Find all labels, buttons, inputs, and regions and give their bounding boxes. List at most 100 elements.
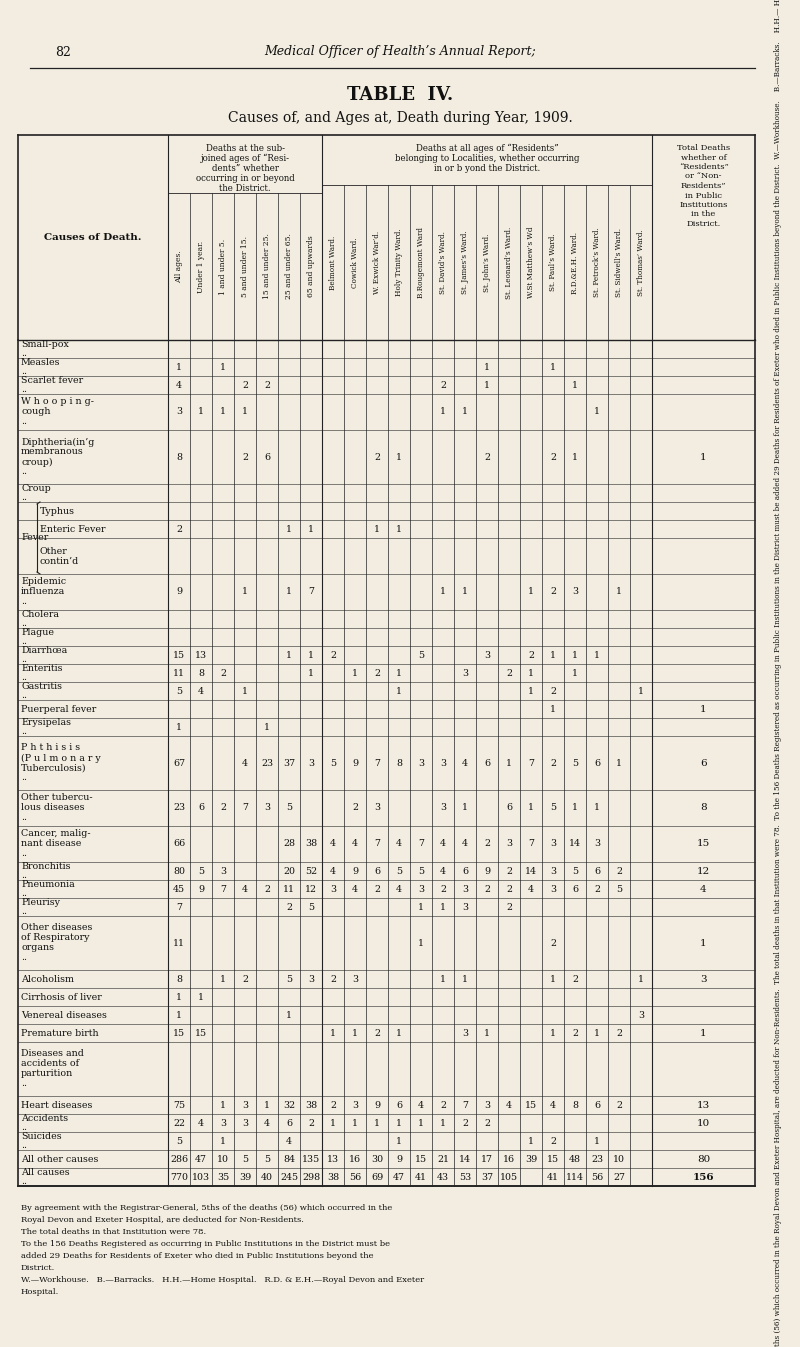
Text: 5: 5 [572, 758, 578, 768]
Text: ..: .. [21, 674, 27, 682]
Text: ..: .. [21, 889, 27, 898]
Text: B.Rougemont Ward: B.Rougemont Ward [417, 228, 425, 298]
Text: ..: .. [21, 493, 27, 502]
Text: 3: 3 [352, 1100, 358, 1110]
Text: 2: 2 [528, 651, 534, 660]
Text: 1: 1 [396, 1029, 402, 1037]
Text: 1: 1 [286, 524, 292, 533]
Text: 1: 1 [352, 668, 358, 678]
Text: 7: 7 [242, 804, 248, 812]
Text: Cirrhosis of liver: Cirrhosis of liver [21, 993, 102, 1002]
Text: 2: 2 [176, 524, 182, 533]
Text: Venereal diseases: Venereal diseases [21, 1010, 107, 1020]
Text: 6: 6 [506, 804, 512, 812]
Text: 2: 2 [550, 939, 556, 947]
Text: 1: 1 [352, 1029, 358, 1037]
Text: 4: 4 [176, 380, 182, 389]
Text: 4: 4 [264, 1118, 270, 1127]
Text: 5: 5 [418, 651, 424, 660]
Text: 5: 5 [572, 866, 578, 876]
Text: 2: 2 [330, 1100, 336, 1110]
Text: ..: .. [21, 1079, 27, 1088]
Text: 1: 1 [528, 587, 534, 597]
Text: Suicides: Suicides [21, 1131, 62, 1141]
Text: 2: 2 [462, 1118, 468, 1127]
Text: 65 and upwards: 65 and upwards [307, 236, 315, 298]
Text: 7: 7 [374, 758, 380, 768]
Text: 4: 4 [286, 1137, 292, 1145]
Text: 1: 1 [286, 587, 292, 597]
Text: 1: 1 [700, 704, 707, 714]
Text: 1: 1 [220, 1100, 226, 1110]
Text: ..: .. [21, 1141, 27, 1150]
Text: Other tubercu-: Other tubercu- [21, 793, 93, 803]
Text: Gastritis: Gastritis [21, 682, 62, 691]
Text: 1: 1 [264, 1100, 270, 1110]
Text: 6: 6 [462, 866, 468, 876]
Text: 40: 40 [261, 1172, 273, 1181]
Text: 38: 38 [305, 839, 317, 849]
Text: 1: 1 [550, 974, 556, 983]
Text: 12: 12 [697, 866, 710, 876]
Text: District.: District. [686, 220, 721, 228]
Text: 3: 3 [484, 1100, 490, 1110]
Text: Belmont Ward.: Belmont Ward. [329, 236, 337, 290]
Text: 6: 6 [572, 885, 578, 893]
Text: 1: 1 [242, 587, 248, 597]
Text: belonging to Localities, whether occurring: belonging to Localities, whether occurri… [394, 154, 579, 163]
Text: accidents of: accidents of [21, 1060, 79, 1068]
Text: W h o o p i n g-: W h o o p i n g- [21, 397, 94, 407]
Text: 8: 8 [396, 758, 402, 768]
Text: 4: 4 [440, 866, 446, 876]
Text: Institutions: Institutions [679, 201, 728, 209]
Text: St. John’s Ward.: St. John’s Ward. [483, 233, 491, 292]
Text: 3: 3 [462, 668, 468, 678]
Text: 6: 6 [374, 866, 380, 876]
Text: 1: 1 [550, 1029, 556, 1037]
Text: 6: 6 [594, 1100, 600, 1110]
Text: 6: 6 [594, 758, 600, 768]
Text: 7: 7 [528, 839, 534, 849]
Text: 1: 1 [176, 1010, 182, 1020]
Text: in Public: in Public [685, 191, 722, 199]
Text: 30: 30 [371, 1154, 383, 1164]
Text: 298: 298 [302, 1172, 320, 1181]
Text: organs: organs [21, 943, 54, 952]
Text: 1: 1 [396, 453, 402, 462]
Text: 1: 1 [286, 651, 292, 660]
Text: 1: 1 [616, 758, 622, 768]
Text: 2: 2 [616, 1029, 622, 1037]
Text: 2: 2 [286, 902, 292, 912]
Text: 2: 2 [440, 1100, 446, 1110]
Text: W. Exwick War’d.: W. Exwick War’d. [373, 230, 381, 294]
Text: 1: 1 [638, 687, 644, 695]
Text: 105: 105 [500, 1172, 518, 1181]
Text: ..: .. [21, 691, 27, 700]
Text: 1: 1 [176, 362, 182, 372]
Text: 2: 2 [484, 885, 490, 893]
Text: Measles: Measles [21, 358, 61, 366]
Text: 1: 1 [198, 408, 204, 416]
Text: 35: 35 [217, 1172, 229, 1181]
Text: All other causes: All other causes [21, 1154, 98, 1164]
Text: 1: 1 [330, 1029, 336, 1037]
Text: 47: 47 [393, 1172, 405, 1181]
Text: 1: 1 [594, 651, 600, 660]
Text: 14: 14 [459, 1154, 471, 1164]
Text: Causes of, and Ages at, Death during Year, 1909.: Causes of, and Ages at, Death during Yea… [228, 110, 572, 125]
Text: Residents”: Residents” [681, 182, 726, 190]
Text: Deaths at the sub-: Deaths at the sub- [206, 144, 285, 154]
Text: 11: 11 [173, 939, 185, 947]
Text: Plague: Plague [21, 628, 54, 637]
Text: 6: 6 [484, 758, 490, 768]
Text: The total deaths in that Institution were 78.: The total deaths in that Institution wer… [21, 1228, 206, 1237]
Text: joined ages of “Resi-: joined ages of “Resi- [201, 154, 290, 163]
Text: Erysipelas: Erysipelas [21, 718, 71, 727]
Text: 9: 9 [198, 885, 204, 893]
Text: 2: 2 [506, 668, 512, 678]
Text: nant disease: nant disease [21, 839, 82, 849]
Text: 75: 75 [173, 1100, 185, 1110]
Text: Heart diseases: Heart diseases [21, 1100, 92, 1110]
Text: 15 and under 25.: 15 and under 25. [263, 233, 271, 299]
Text: 67: 67 [173, 758, 185, 768]
